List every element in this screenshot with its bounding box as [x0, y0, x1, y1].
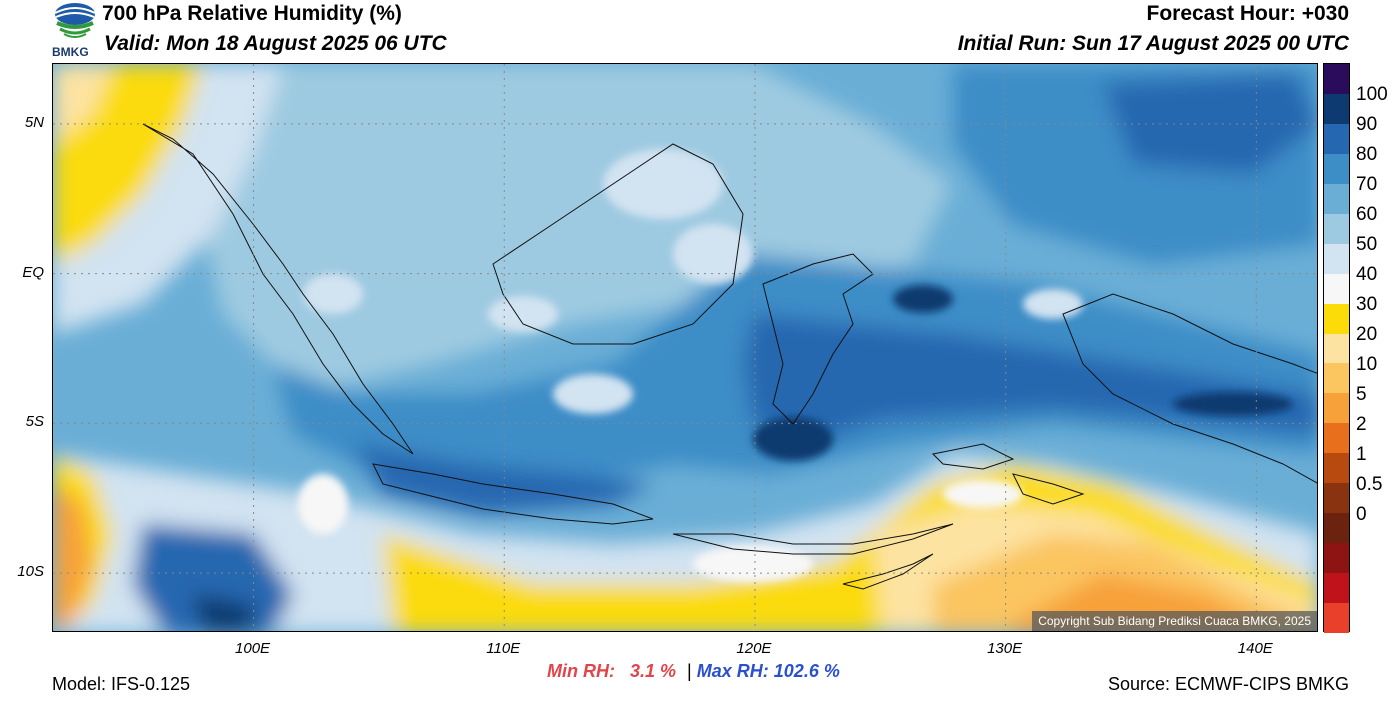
source-info: Source: ECMWF-CIPS BMKG — [1107, 674, 1349, 694]
colorbar-label: 50 — [1356, 234, 1378, 256]
colorbar-segment — [1324, 573, 1349, 604]
colorbar-label: 20 — [1356, 324, 1378, 346]
colorbar-segment — [1324, 423, 1349, 454]
colorbar-segment — [1324, 363, 1349, 394]
colorbar-segment — [1324, 483, 1349, 514]
max-rh-label: Max RH: — [696, 661, 769, 681]
colorbar-segment — [1324, 243, 1349, 275]
lat-label: 5S — [25, 413, 44, 431]
lon-label: 100E — [235, 640, 271, 657]
colorbar-segment — [1324, 183, 1349, 215]
lon-label: 130E — [987, 640, 1023, 657]
max-rh-value: 102.6 % — [773, 661, 840, 681]
colorbar — [1323, 63, 1350, 634]
bmkg-logo-icon — [54, 3, 96, 38]
lat-label: 10S — [17, 563, 44, 581]
min-rh-value: 3.1 % — [630, 661, 677, 681]
valid-time: Valid: Mon 18 August 2025 06 UTC — [104, 32, 447, 55]
colorbar-segment — [1324, 543, 1349, 574]
colorbar-segment — [1324, 123, 1349, 155]
humidity-field — [53, 64, 1317, 631]
min-rh-label: Min RH: — [547, 661, 615, 681]
lat-label: 5N — [24, 113, 44, 131]
logo-text: BMKG — [52, 45, 89, 59]
initial-run: Initial Run: Sun 17 August 2025 00 UTC — [957, 32, 1349, 55]
colorbar-label: 5 — [1356, 383, 1367, 405]
colorbar-segment — [1324, 153, 1349, 185]
colorbar-segment — [1324, 303, 1349, 335]
colorbar-segment — [1324, 513, 1349, 544]
lon-label: 110E — [486, 640, 521, 657]
model-info: Model: IFS-0.125 — [52, 674, 191, 694]
copyright-notice: Copyright Sub Bidang Prediksi Cuaca BMKG… — [1032, 611, 1317, 631]
coastlines — [142, 123, 1317, 590]
colorbar-segment — [1324, 273, 1349, 305]
map-title: 700 hPa Relative Humidity (%) — [102, 2, 402, 25]
colorbar-label: 1 — [1356, 443, 1367, 465]
lon-label: 120E — [736, 640, 772, 657]
colorbar-label: 2 — [1356, 413, 1367, 435]
colorbar-segment — [1324, 393, 1349, 424]
colorbar-segment — [1324, 213, 1349, 245]
colorbar-label: 30 — [1356, 294, 1378, 316]
humidity-map: Copyright Sub Bidang Prediksi Cuaca BMKG… — [52, 63, 1318, 632]
forecast-hour: Forecast Hour: +030 — [1146, 2, 1350, 25]
colorbar-label: 90 — [1356, 114, 1378, 136]
rh-stats: Min RH: 3.1 % | Max RH: 102.6 % — [547, 661, 840, 682]
colorbar-label: 100 — [1356, 84, 1388, 106]
bmkg-logo: BMKG — [52, 1, 98, 61]
colorbar-label: 80 — [1356, 144, 1378, 166]
colorbar-segment — [1324, 93, 1349, 125]
stats-separator: | — [687, 661, 692, 681]
lon-label: 140E — [1237, 640, 1273, 657]
lat-label: EQ — [22, 263, 44, 281]
colorbar-label: 10 — [1356, 353, 1378, 375]
colorbar-segment — [1324, 453, 1349, 484]
colorbar-label: 40 — [1356, 264, 1378, 286]
colorbar-segment — [1324, 603, 1349, 634]
colorbar-label: 0 — [1356, 503, 1367, 525]
colorbar-label: 0.5 — [1356, 473, 1383, 495]
colorbar-label: 60 — [1356, 204, 1378, 226]
colorbar-label: 70 — [1356, 174, 1378, 196]
colorbar-segment — [1324, 64, 1349, 95]
lat-lon-grid — [53, 64, 1317, 631]
colorbar-segment — [1324, 333, 1349, 364]
